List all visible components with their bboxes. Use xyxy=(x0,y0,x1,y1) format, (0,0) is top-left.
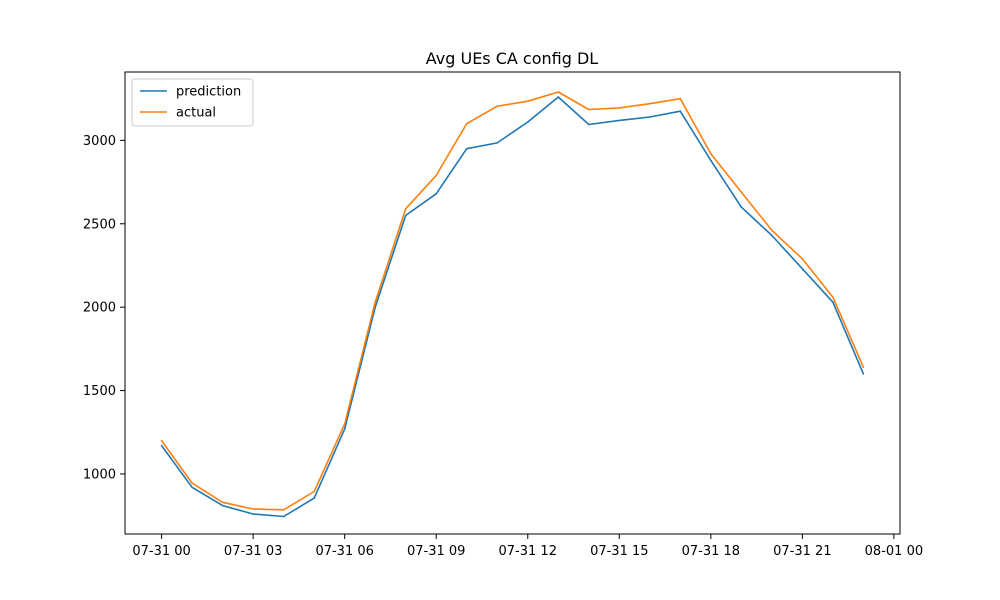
data-point-actual xyxy=(252,508,254,510)
data-point-actual xyxy=(343,423,346,425)
data-point-actual xyxy=(527,100,529,102)
data-point-prediction xyxy=(435,193,438,195)
data-point-actual xyxy=(618,107,621,109)
data-point-actual xyxy=(496,105,499,107)
y-tick-label: 1500 xyxy=(83,384,116,399)
series-line-prediction xyxy=(160,96,865,518)
x-tick-label: 07-31 21 xyxy=(773,544,831,559)
x-tick-label: 07-31 12 xyxy=(499,544,557,559)
data-point-actual xyxy=(740,191,743,193)
y-tick-label: 2500 xyxy=(83,217,116,232)
data-point-prediction xyxy=(801,268,804,270)
axes: 07-31 00 07-31 03 07-31 06 07-31 09 07-31 12… xyxy=(83,71,923,559)
data-point-actual xyxy=(832,296,834,299)
data-point-prediction xyxy=(282,515,285,518)
data-point-prediction xyxy=(710,159,712,162)
y-tick-label: 2000 xyxy=(83,301,116,316)
data-point-prediction xyxy=(588,123,590,126)
data-point-actual xyxy=(221,501,224,504)
data-point-actual xyxy=(710,152,712,155)
data-point-actual xyxy=(374,301,377,304)
x-tick-label: 08-01 00 xyxy=(865,544,923,559)
x-tick-label: 07-31 06 xyxy=(315,544,373,559)
legend-label-prediction: prediction xyxy=(176,85,241,100)
data-point-actual xyxy=(313,490,316,493)
data-point-prediction xyxy=(252,513,254,515)
series-lines xyxy=(160,91,865,518)
data-point-actual xyxy=(160,439,163,442)
data-point-prediction xyxy=(771,234,773,237)
data-point-prediction xyxy=(832,301,834,304)
data-point-actual xyxy=(588,108,590,111)
data-point-prediction xyxy=(160,444,163,447)
data-point-prediction xyxy=(862,373,865,375)
data-point-actual xyxy=(435,174,438,177)
data-point-prediction xyxy=(221,504,224,507)
data-point-actual xyxy=(649,102,651,105)
legend: prediction actual xyxy=(131,78,254,127)
data-point-actual xyxy=(465,122,468,125)
data-point-actual xyxy=(862,366,865,369)
data-point-prediction xyxy=(618,119,621,122)
chart-title: Avg UEs CA config DL xyxy=(426,49,599,68)
plot-frame xyxy=(124,71,901,535)
data-point-prediction xyxy=(343,428,346,430)
data-point-actual xyxy=(282,509,285,511)
x-tick-label: 07-31 09 xyxy=(407,544,465,559)
data-point-prediction xyxy=(191,486,193,489)
data-point-prediction xyxy=(465,147,468,150)
x-tick-label: 07-31 00 xyxy=(132,544,190,559)
x-tick-label: 07-31 18 xyxy=(682,544,740,559)
data-point-prediction xyxy=(313,497,316,499)
data-point-prediction xyxy=(740,206,743,208)
data-point-prediction xyxy=(557,96,560,98)
legend-label-actual: actual xyxy=(176,106,216,121)
data-point-actual xyxy=(679,97,682,100)
data-point-actual xyxy=(191,482,193,484)
data-point-prediction xyxy=(404,214,407,217)
data-point-prediction xyxy=(649,116,651,118)
data-point-prediction xyxy=(496,142,499,144)
data-point-actual xyxy=(801,258,804,260)
y-tick-label: 1000 xyxy=(83,467,116,482)
data-point-actual xyxy=(557,91,560,93)
series-line-actual xyxy=(160,91,865,511)
data-point-actual xyxy=(404,208,407,210)
data-point-prediction xyxy=(527,121,529,123)
data-point-actual xyxy=(771,229,773,232)
x-tick-label: 07-31 03 xyxy=(224,544,282,559)
x-tick-label: 07-31 15 xyxy=(590,544,648,559)
y-tick-label: 3000 xyxy=(83,134,116,149)
data-point-prediction xyxy=(679,110,682,112)
